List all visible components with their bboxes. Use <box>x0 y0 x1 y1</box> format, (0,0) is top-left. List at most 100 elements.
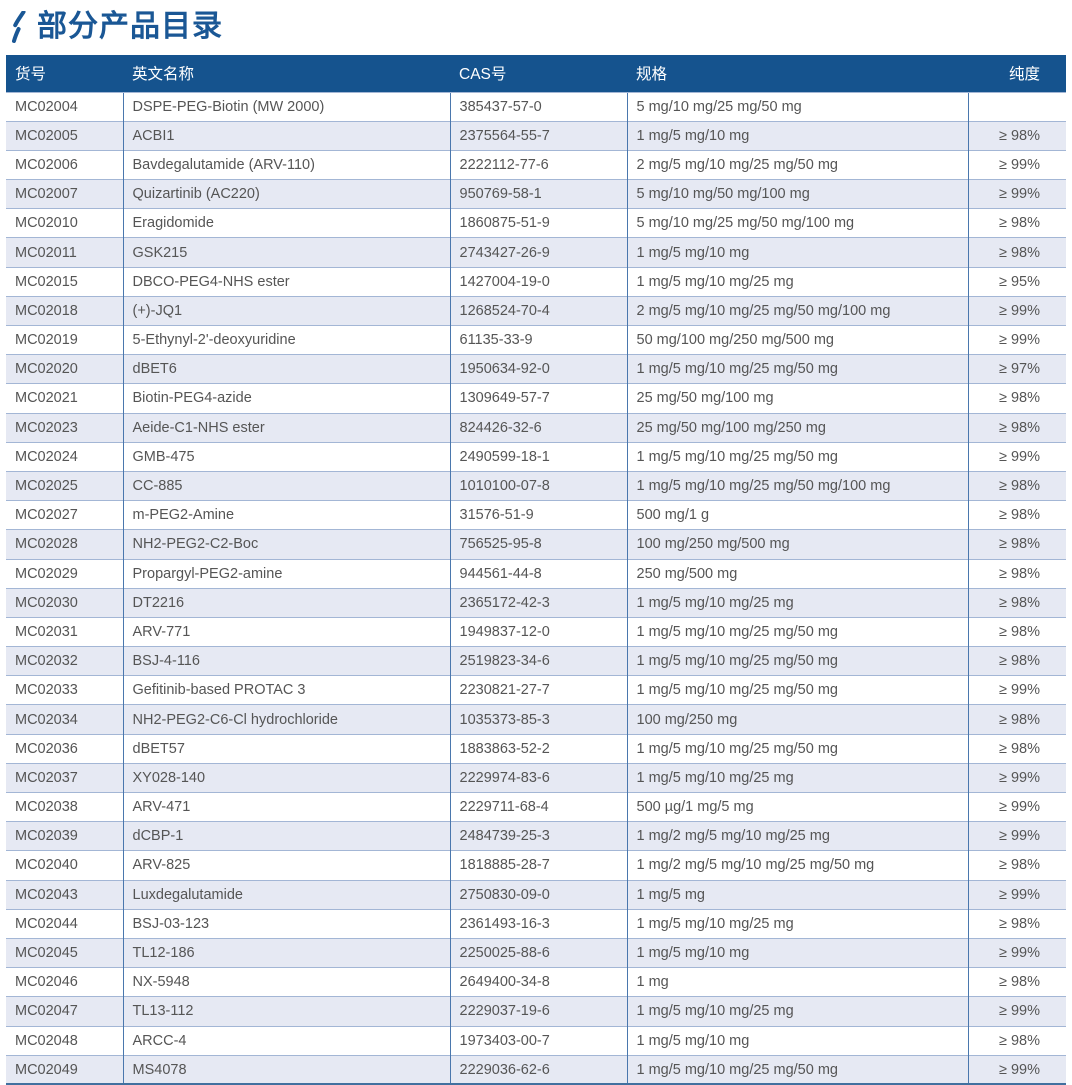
cell-item-no: MC02040 <box>6 850 123 881</box>
cell-english-name: Gefitinib-based PROTAC 3 <box>122 675 450 705</box>
cell-item-no: MC02046 <box>6 967 123 997</box>
cell-purity: ≥ 98% <box>967 850 1066 881</box>
table-row: MC02040 ARV-825 1818885-28-7 1 mg/2 mg/5… <box>6 850 1066 881</box>
table-row: MC02037 XY028-140 2229974-83-6 1 mg/5 mg… <box>6 762 1066 793</box>
cell-spec: 1 mg/5 mg/10 mg/25 mg <box>626 762 968 793</box>
cell-cas-no: 2229974-83-6 <box>449 762 627 793</box>
header-spec: 规格 <box>627 55 968 92</box>
cell-item-no: MC02036 <box>6 733 123 764</box>
cell-spec: 100 mg/250 mg/500 mg <box>626 529 968 559</box>
product-catalog-table: 货号 英文名称 CAS号 规格 纯度 MC02004 DSPE-PEG-Biot… <box>6 55 1066 1085</box>
cell-purity: ≥ 98% <box>967 470 1066 501</box>
table-row: MC02036 dBET57 1883863-52-2 1 mg/5 mg/10… <box>6 733 1066 764</box>
cell-english-name: ARCC-4 <box>122 1025 450 1056</box>
table-row: MC02005 ACBI1 2375564-55-7 1 mg/5 mg/10 … <box>6 120 1066 151</box>
cell-english-name: Bavdegalutamide (ARV-110) <box>122 149 450 180</box>
cell-item-no: MC02015 <box>6 266 123 297</box>
cell-item-no: MC02038 <box>6 791 123 822</box>
table-row: MC02031 ARV-771 1949837-12-0 1 mg/5 mg/1… <box>6 616 1066 647</box>
cell-spec: 1 mg/5 mg/10 mg/25 mg/50 mg <box>626 616 968 647</box>
table-row: MC02011 GSK215 2743427-26-9 1 mg/5 mg/10… <box>6 237 1066 268</box>
cell-item-no: MC02024 <box>6 441 123 472</box>
cell-purity: ≥ 95% <box>967 266 1066 297</box>
page-title: 部分产品目录 <box>37 10 223 43</box>
cell-spec: 1 mg/5 mg/10 mg/25 mg/50 mg <box>626 354 968 384</box>
cell-item-no: MC02033 <box>6 675 123 705</box>
cell-english-name: NH2-PEG2-C6-Cl hydrochloride <box>122 704 450 735</box>
header-item-no: 货号 <box>6 55 123 92</box>
table-row: MC02004 DSPE-PEG-Biotin (MW 2000) 385437… <box>6 91 1066 122</box>
cell-spec: 1 mg/5 mg/10 mg/25 mg/50 mg/100 mg <box>626 470 968 501</box>
cell-cas-no: 61135-33-9 <box>449 324 627 355</box>
cell-purity: ≥ 99% <box>967 762 1066 793</box>
cell-english-name: DT2216 <box>122 587 450 618</box>
cell-purity: ≥ 98% <box>967 237 1066 268</box>
cell-cas-no: 2229037-19-6 <box>449 996 627 1026</box>
cell-item-no: MC02027 <box>6 500 123 530</box>
cell-spec: 1 mg/5 mg/10 mg/25 mg <box>626 266 968 297</box>
cell-cas-no: 2230821-27-7 <box>449 675 627 705</box>
cell-english-name: ACBI1 <box>122 120 450 151</box>
page-title-row: 部分产品目录 <box>8 8 1066 46</box>
cell-item-no: MC02007 <box>6 179 123 209</box>
cell-cas-no: 2743427-26-9 <box>449 237 627 268</box>
cell-spec: 1 mg/5 mg/10 mg/25 mg <box>626 908 968 939</box>
cell-cas-no: 1950634-92-0 <box>449 354 627 384</box>
cell-item-no: MC02010 <box>6 208 123 238</box>
cell-spec: 1 mg/5 mg/10 mg/25 mg/50 mg <box>626 441 968 472</box>
table-row: MC02034 NH2-PEG2-C6-Cl hydrochloride 103… <box>6 704 1066 735</box>
cell-english-name: NX-5948 <box>122 967 450 997</box>
cell-item-no: MC02039 <box>6 821 123 851</box>
cell-item-no: MC02023 <box>6 412 123 443</box>
cell-spec: 5 mg/10 mg/25 mg/50 mg <box>626 91 968 122</box>
cell-english-name: Eragidomide <box>122 208 450 238</box>
table-row: MC02021 Biotin-PEG4-azide 1309649-57-7 2… <box>6 383 1066 414</box>
header-purity: 纯度 <box>968 55 1066 92</box>
cell-cas-no: 2365172-42-3 <box>449 587 627 618</box>
double-slash-flame-icon <box>12 11 26 43</box>
cell-english-name: Quizartinib (AC220) <box>122 179 450 209</box>
cell-cas-no: 950769-58-1 <box>449 179 627 209</box>
cell-spec: 250 mg/500 mg <box>626 558 968 589</box>
cell-spec: 1 mg <box>626 967 968 997</box>
cell-spec: 1 mg/5 mg/10 mg <box>626 237 968 268</box>
cell-spec: 1 mg/5 mg/10 mg/25 mg <box>626 587 968 618</box>
cell-item-no: MC02034 <box>6 704 123 735</box>
cell-spec: 5 mg/10 mg/50 mg/100 mg <box>626 179 968 209</box>
table-header: 货号 英文名称 CAS号 规格 纯度 <box>6 55 1066 92</box>
cell-spec: 1 mg/2 mg/5 mg/10 mg/25 mg <box>626 821 968 851</box>
cell-spec: 2 mg/5 mg/10 mg/25 mg/50 mg/100 mg <box>626 295 968 326</box>
cell-spec: 1 mg/5 mg/10 mg <box>626 937 968 968</box>
cell-item-no: MC02037 <box>6 762 123 793</box>
cell-cas-no: 385437-57-0 <box>449 91 627 122</box>
cell-purity: ≥ 98% <box>967 967 1066 997</box>
cell-spec: 1 mg/5 mg/10 mg <box>626 1025 968 1056</box>
cell-english-name: GSK215 <box>122 237 450 268</box>
cell-item-no: MC02011 <box>6 237 123 268</box>
cell-purity: ≥ 98% <box>967 120 1066 151</box>
cell-spec: 1 mg/2 mg/5 mg/10 mg/25 mg/50 mg <box>626 850 968 881</box>
cell-purity: ≥ 98% <box>967 412 1066 443</box>
cell-english-name: NH2-PEG2-C2-Boc <box>122 529 450 559</box>
table-row: MC02044 BSJ-03-123 2361493-16-3 1 mg/5 m… <box>6 908 1066 939</box>
cell-item-no: MC02006 <box>6 149 123 180</box>
cell-cas-no: 944561-44-8 <box>449 558 627 589</box>
table-row: MC02010 Eragidomide 1860875-51-9 5 mg/10… <box>6 208 1066 238</box>
cell-purity: ≥ 97% <box>967 354 1066 384</box>
cell-purity: ≥ 99% <box>967 441 1066 472</box>
table-row: MC02043 Luxdegalutamide 2750830-09-0 1 m… <box>6 879 1066 910</box>
cell-cas-no: 2222112-77-6 <box>449 149 627 180</box>
cell-purity: ≥ 99% <box>967 149 1066 180</box>
cell-cas-no: 2250025-88-6 <box>449 937 627 968</box>
cell-cas-no: 1035373-85-3 <box>449 704 627 735</box>
cell-cas-no: 2750830-09-0 <box>449 879 627 910</box>
cell-english-name: Propargyl-PEG2-amine <box>122 558 450 589</box>
cell-cas-no: 1949837-12-0 <box>449 616 627 647</box>
cell-purity: ≥ 98% <box>967 616 1066 647</box>
table-row: MC02029 Propargyl-PEG2-amine 944561-44-8… <box>6 558 1066 589</box>
table-row: MC02015 DBCO-PEG4-NHS ester 1427004-19-0… <box>6 266 1066 297</box>
table-header-row: 货号 英文名称 CAS号 规格 纯度 <box>6 55 1066 92</box>
cell-cas-no: 2649400-34-8 <box>449 967 627 997</box>
cell-item-no: MC02020 <box>6 354 123 384</box>
cell-english-name: dCBP-1 <box>122 821 450 851</box>
